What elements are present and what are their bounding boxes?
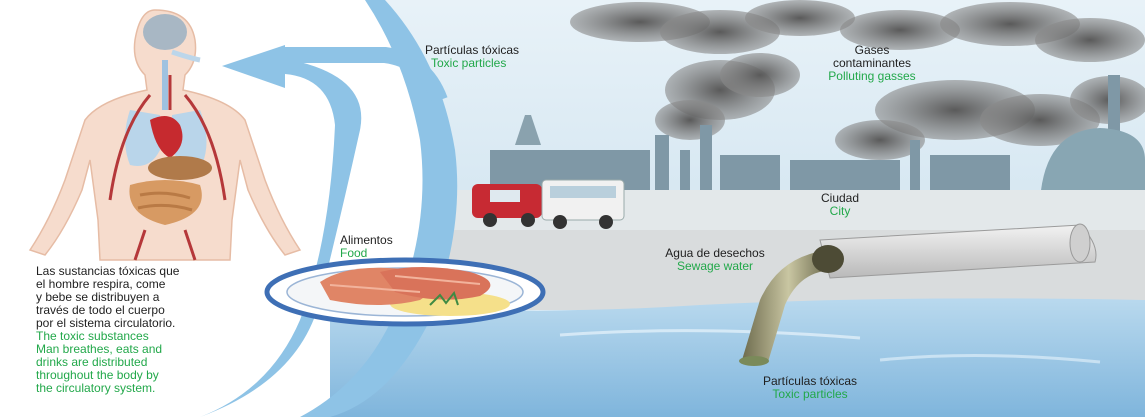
caption-es-line: través de todo el cuerpo xyxy=(36,303,165,317)
label-food-en: Food xyxy=(340,246,368,260)
caption-en-line: the circulatory system. xyxy=(36,381,156,395)
label-gases-en: Polluting gasses xyxy=(828,69,916,83)
label-food-es: Alimentos xyxy=(340,233,393,247)
caption-en-line: throughout the body by xyxy=(36,368,159,382)
sewage-pipe xyxy=(739,223,1097,366)
caption-es-line: el hombre respira, come xyxy=(36,277,166,291)
human-caption: Las sustancias tóxicas que el hombre res… xyxy=(36,265,276,395)
label-gases-es-line2: contaminantes xyxy=(832,56,912,70)
caption-en-line: drinks are distributed xyxy=(36,355,148,369)
caption-es-line: y bebe se distribuyen a xyxy=(36,290,160,304)
caption-en-line: Man breathes, eats and xyxy=(36,342,163,356)
caption-es-line: Las sustancias tóxicas que xyxy=(36,264,180,278)
label-food: Alimentos Food xyxy=(340,234,393,260)
label-gases-es-line1: Gases xyxy=(854,43,890,57)
label-toxic-particles-water: Partículas tóxicas Toxic particles xyxy=(745,375,875,401)
smoke-clouds xyxy=(570,0,1145,160)
water-body xyxy=(330,298,1145,417)
vehicles xyxy=(472,179,625,229)
label-toxic-particles-air: Partículas tóxicas Toxic particles xyxy=(425,44,519,70)
label-toxic-particles-water-es: Partículas tóxicas xyxy=(762,374,858,388)
label-toxic-particles-air-es: Partículas tóxicas xyxy=(425,43,520,57)
label-city-es: Ciudad xyxy=(820,191,860,205)
label-sewage-water: Agua de desechos Sewage water xyxy=(640,247,790,273)
label-sewage-es: Agua de desechos xyxy=(665,246,765,260)
label-city: Ciudad City xyxy=(790,192,890,218)
label-toxic-particles-water-en: Toxic particles xyxy=(772,387,848,401)
label-polluting-gases: Gases contaminantes Polluting gasses xyxy=(812,44,932,83)
label-city-en: City xyxy=(829,204,851,218)
label-sewage-en: Sewage water xyxy=(676,259,754,273)
label-toxic-particles-air-en: Toxic particles xyxy=(431,56,507,70)
food-plate xyxy=(264,257,546,327)
caption-es-line: por el sistema circulatorio. xyxy=(36,316,176,330)
caption-en-line: The toxic substances xyxy=(36,329,149,343)
human-figure xyxy=(28,9,302,261)
